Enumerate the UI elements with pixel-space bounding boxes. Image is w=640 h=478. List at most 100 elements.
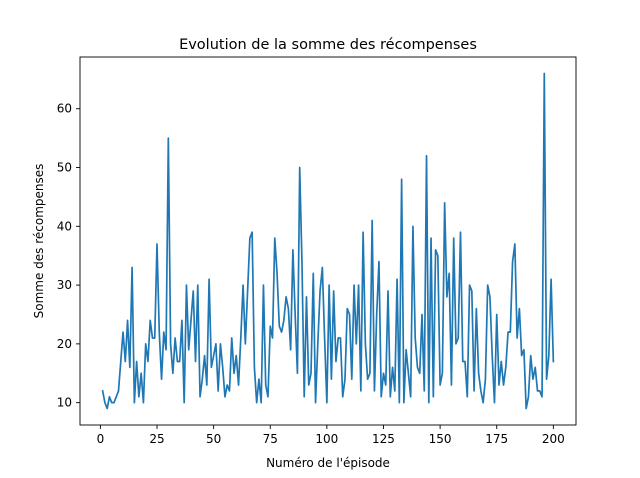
data-point [466,396,468,398]
data-point [487,284,489,286]
data-point [168,137,170,139]
data-point [346,308,348,310]
x-tick-label: 175 [485,432,508,446]
data-point [222,367,224,369]
data-point [202,378,204,380]
x-tick-label: 150 [429,432,452,446]
data-point [306,296,308,298]
data-point [401,178,403,180]
x-tick-label: 200 [542,432,565,446]
x-tick-label: 100 [315,432,338,446]
data-point [238,384,240,386]
data-point [505,367,507,369]
x-tick-label: 125 [372,432,395,446]
data-point [473,390,475,392]
data-point [254,367,256,369]
data-point [308,384,310,386]
data-point [394,390,396,392]
data-point [512,261,514,263]
data-point [276,273,278,275]
data-point [179,361,181,363]
data-point [143,402,145,404]
data-point [283,320,285,322]
data-point [437,255,439,257]
data-point [410,396,412,398]
data-point [226,384,228,386]
data-point [224,396,226,398]
data-point [149,320,151,322]
data-point [349,314,351,316]
data-point [498,384,500,386]
data-point [156,243,158,245]
data-point [376,314,378,316]
data-point [312,273,314,275]
data-point [170,343,172,345]
data-point [469,284,471,286]
data-point [419,372,421,374]
data-point [249,237,251,239]
data-point [367,378,369,380]
data-point [442,372,444,374]
data-point [340,337,342,339]
data-point [188,349,190,351]
data-point [396,278,398,280]
data-point [387,290,389,292]
data-point [292,249,294,251]
data-point [269,325,271,327]
data-point [190,320,192,322]
data-point [181,320,183,322]
data-point [154,337,156,339]
data-point [378,261,380,263]
data-point [195,361,197,363]
x-tick-label: 0 [97,432,105,446]
data-point [337,337,339,339]
data-point [480,390,482,392]
data-point [414,337,416,339]
data-point [553,361,555,363]
data-point [444,202,446,204]
data-point [163,331,165,333]
x-axis-label: Numéro de l'épisode [266,456,390,470]
data-point [125,361,127,363]
data-point [519,308,521,310]
data-point [510,331,512,333]
data-point [365,343,367,345]
data-point [462,361,464,363]
data-point [127,320,129,322]
data-point [516,337,518,339]
data-point [233,372,235,374]
data-point [129,367,131,369]
data-point [331,378,333,380]
data-point [131,267,133,269]
data-point [299,167,301,169]
data-point [288,308,290,310]
data-point [446,296,448,298]
data-point [534,367,536,369]
data-point [208,278,210,280]
data-point [319,290,321,292]
data-point [525,408,527,410]
data-point [491,355,493,357]
data-point [118,390,120,392]
data-point [353,284,355,286]
data-point [412,226,414,228]
data-point [213,355,215,357]
x-tick-label: 75 [263,432,278,446]
data-point [351,378,353,380]
data-point [267,396,269,398]
data-point [541,396,543,398]
data-point [399,402,401,404]
data-point [532,378,534,380]
data-point [471,290,473,292]
data-point [242,284,244,286]
data-point [204,355,206,357]
data-point [457,337,459,339]
data-point [550,278,552,280]
data-point [356,343,358,345]
data-point [247,290,249,292]
data-point [358,284,360,286]
data-point [369,372,371,374]
data-point [507,331,509,333]
data-point [496,314,498,316]
